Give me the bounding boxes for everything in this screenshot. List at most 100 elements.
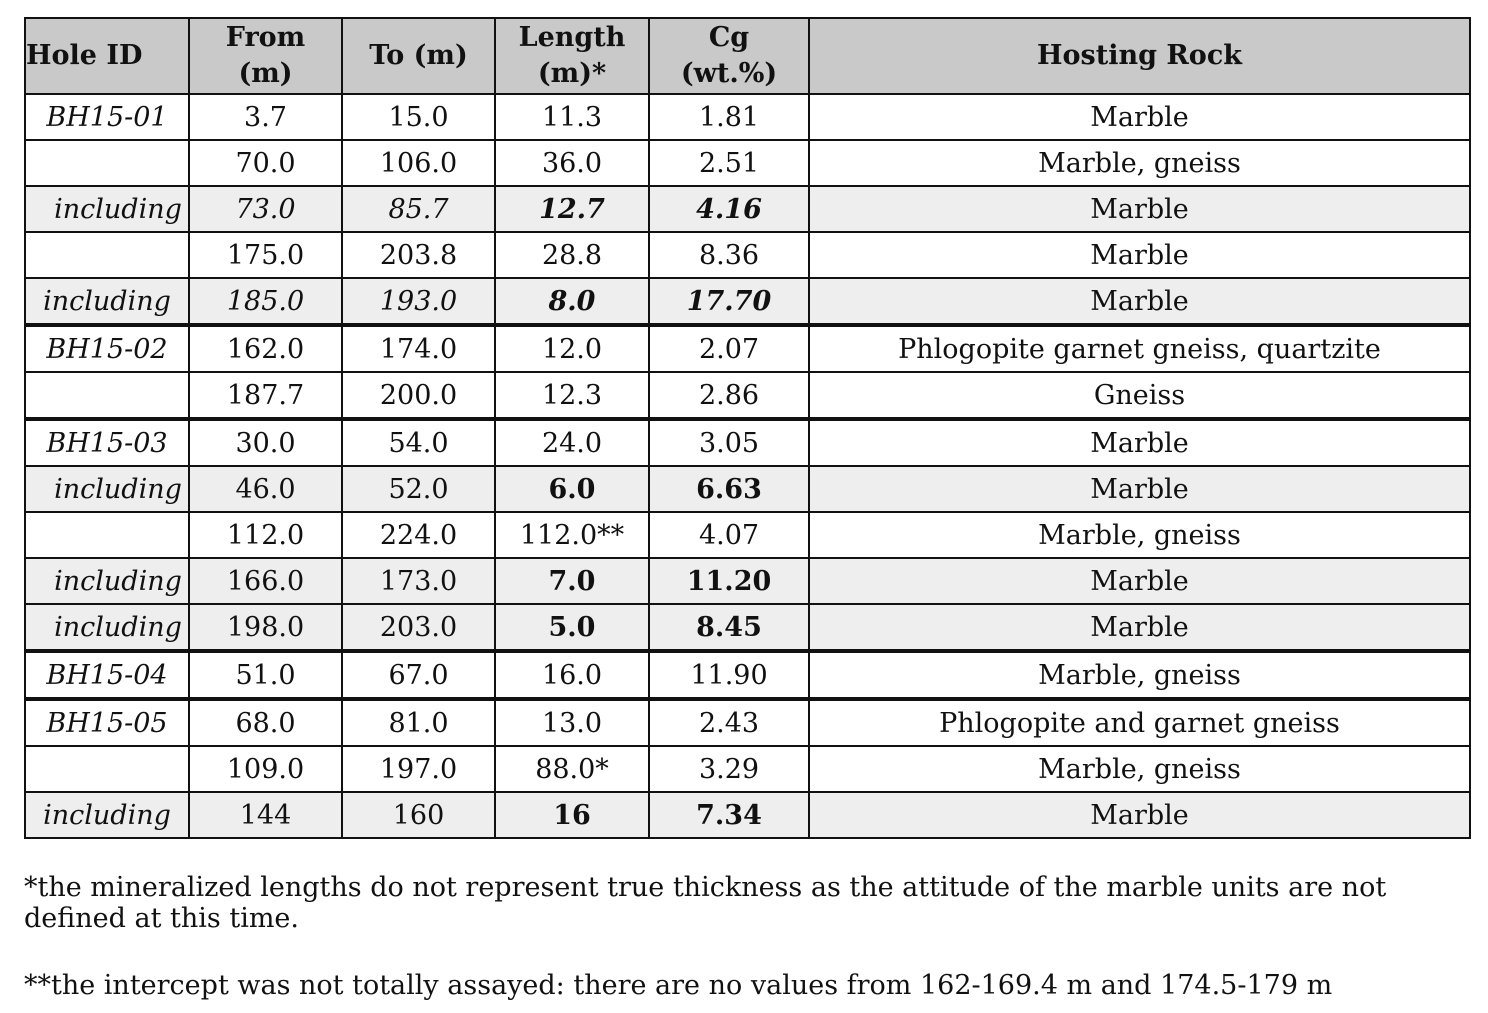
header-length-line1: Length	[518, 22, 626, 53]
table-row: 109.0 197.0 88.0* 3.29 Marble, gneiss	[24, 745, 1471, 793]
to-cell: 160	[341, 791, 496, 839]
footnote-length: *the mineralized lengths do not represen…	[24, 872, 1387, 934]
from-cell: 73.0	[188, 185, 343, 233]
length-cell: 16.0	[494, 649, 650, 700]
table-row: including 166.0 173.0 7.0 11.20 Marble	[24, 557, 1471, 605]
hole-id-cell: BH15-03	[24, 417, 190, 467]
table-row: 187.7 200.0 12.3 2.86 Gneiss	[24, 371, 1471, 420]
table-row: including 185.0 193.0 8.0 17.70 Marble	[24, 277, 1471, 326]
to-cell: 197.0	[341, 745, 496, 793]
header-from-line1: From	[225, 22, 306, 53]
cg-cell: 7.34	[648, 791, 810, 839]
hole-id-cell: including	[24, 557, 190, 605]
rock-cell: Marble	[808, 557, 1471, 605]
length-cell: 36.0	[494, 139, 650, 187]
table-row: including 46.0 52.0 6.0 6.63 Marble	[24, 465, 1471, 513]
hole-id-cell	[24, 231, 190, 279]
cg-cell: 11.20	[648, 557, 810, 605]
hole-id-cell: including	[24, 465, 190, 513]
from-cell: 70.0	[188, 139, 343, 187]
rock-cell: Marble	[808, 231, 1471, 279]
length-cell: 16	[494, 791, 650, 839]
hole-id-cell: BH15-01	[24, 93, 190, 141]
rock-cell: Marble	[808, 465, 1471, 513]
hole-id-cell: BH15-02	[24, 323, 190, 373]
rock-cell: Marble, gneiss	[808, 649, 1471, 700]
table-row: BH15-03 30.0 54.0 24.0 3.05 Marble	[24, 417, 1471, 467]
header-length-line2: (m)*	[537, 58, 607, 89]
from-cell: 144	[188, 791, 343, 839]
header-hole-id: Hole ID	[24, 17, 190, 95]
rock-cell: Phlogopite and garnet gneiss	[808, 697, 1471, 747]
header-cg-line1: Cg	[708, 22, 750, 53]
cg-cell: 8.45	[648, 603, 810, 652]
length-cell: 5.0	[494, 603, 650, 652]
header-from: From (m)	[188, 17, 343, 95]
from-cell: 46.0	[188, 465, 343, 513]
footnotes: *the mineralized lengths do not represen…	[24, 872, 1469, 1001]
rock-cell: Marble, gneiss	[808, 139, 1471, 187]
table-row: including 144 160 16 7.34 Marble	[24, 791, 1471, 839]
rock-cell: Marble	[808, 93, 1471, 141]
rock-cell: Marble, gneiss	[808, 511, 1471, 559]
header-row: Hole ID From (m) To (m) Length (m)* Cg (wt.…	[24, 17, 1471, 95]
length-cell: 12.7	[494, 185, 650, 233]
cg-cell: 3.29	[648, 745, 810, 793]
from-cell: 162.0	[188, 323, 343, 373]
length-cell: 12.3	[494, 371, 650, 420]
length-cell: 7.0	[494, 557, 650, 605]
from-cell: 175.0	[188, 231, 343, 279]
cg-cell: 2.86	[648, 371, 810, 420]
header-from-line2: (m)	[238, 58, 293, 89]
hole-id-cell	[24, 745, 190, 793]
to-cell: 203.0	[341, 603, 496, 652]
table-row: BH15-01 3.7 15.0 11.3 1.81 Marble	[24, 93, 1471, 141]
cg-cell: 17.70	[648, 277, 810, 326]
length-cell: 28.8	[494, 231, 650, 279]
table-row: BH15-02 162.0 174.0 12.0 2.07 Phlogopite…	[24, 323, 1471, 373]
to-cell: 174.0	[341, 323, 496, 373]
cg-cell: 4.16	[648, 185, 810, 233]
hole-id-cell: BH15-05	[24, 697, 190, 747]
cg-cell: 3.05	[648, 417, 810, 467]
to-cell: 203.8	[341, 231, 496, 279]
table-row: including 73.0 85.7 12.7 4.16 Marble	[24, 185, 1471, 233]
from-cell: 112.0	[188, 511, 343, 559]
to-cell: 173.0	[341, 557, 496, 605]
to-cell: 200.0	[341, 371, 496, 420]
hole-id-cell: BH15-04	[24, 649, 190, 700]
table-row: including 198.0 203.0 5.0 8.45 Marble	[24, 603, 1471, 652]
length-cell: 24.0	[494, 417, 650, 467]
cg-cell: 1.81	[648, 93, 810, 141]
hole-id-cell	[24, 139, 190, 187]
to-cell: 54.0	[341, 417, 496, 467]
header-length: Length (m)*	[494, 17, 650, 95]
rock-cell: Gneiss	[808, 371, 1471, 420]
cg-cell: 11.90	[648, 649, 810, 700]
from-cell: 185.0	[188, 277, 343, 326]
table-row: BH15-04 51.0 67.0 16.0 11.90 Marble, gne…	[24, 649, 1471, 700]
cg-cell: 4.07	[648, 511, 810, 559]
footnote-assay: **the intercept was not totally assayed:…	[24, 970, 1333, 1001]
hole-id-cell: including	[24, 791, 190, 839]
header-cg-line2: (wt.%)	[680, 58, 778, 89]
from-cell: 68.0	[188, 697, 343, 747]
hole-id-cell: including	[24, 185, 190, 233]
hole-id-cell: including	[24, 277, 190, 326]
rock-cell: Marble, gneiss	[808, 745, 1471, 793]
drill-results-table: Hole ID From (m) To (m) Length (m)* Cg (wt.…	[24, 17, 1471, 839]
header-to: To (m)	[341, 17, 496, 95]
cg-cell: 8.36	[648, 231, 810, 279]
table-row: BH15-05 68.0 81.0 13.0 2.43 Phlogopite a…	[24, 697, 1471, 747]
rock-cell: Marble	[808, 185, 1471, 233]
rock-cell: Marble	[808, 277, 1471, 326]
to-cell: 193.0	[341, 277, 496, 326]
from-cell: 30.0	[188, 417, 343, 467]
to-cell: 224.0	[341, 511, 496, 559]
to-cell: 106.0	[341, 139, 496, 187]
from-cell: 166.0	[188, 557, 343, 605]
to-cell: 81.0	[341, 697, 496, 747]
hole-id-cell: including	[24, 603, 190, 652]
length-cell: 8.0	[494, 277, 650, 326]
length-cell: 13.0	[494, 697, 650, 747]
